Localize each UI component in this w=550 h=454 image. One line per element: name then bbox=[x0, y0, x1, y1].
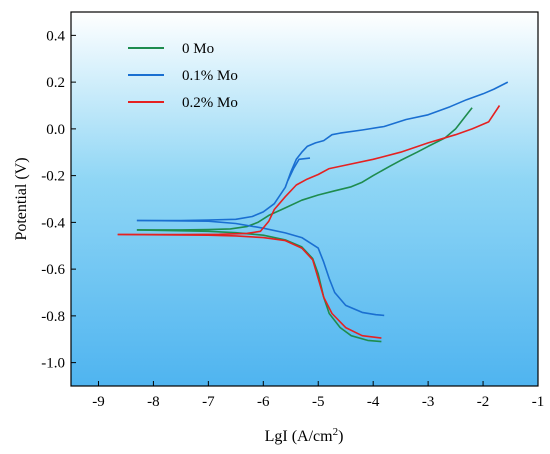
x-tick-label: -8 bbox=[147, 394, 160, 410]
x-tick-label: -6 bbox=[257, 394, 270, 410]
y-tick-label: -0.2 bbox=[41, 169, 65, 185]
x-tick-label: -3 bbox=[422, 394, 435, 410]
x-axis-title-superscript: 2 bbox=[333, 426, 339, 438]
x-axis-title: LgI (A/cm2) bbox=[265, 426, 344, 445]
series-line-2-branch-1 bbox=[117, 233, 382, 339]
y-tick-label: 0.2 bbox=[46, 75, 65, 91]
y-tick-label: -1.0 bbox=[41, 356, 65, 372]
y-tick-label: 0.0 bbox=[46, 122, 65, 138]
series-line-0-branch-0 bbox=[136, 107, 473, 231]
x-tick-label: -2 bbox=[477, 394, 490, 410]
legend-label-1: 0.1% Mo bbox=[182, 68, 238, 84]
x-tick-label: -9 bbox=[92, 394, 105, 410]
x-tick-label: -1 bbox=[532, 394, 545, 410]
y-axis: 0.4 0.2 0.0 -0.2 -0.4 -0.6 -0.8 -1.0 bbox=[41, 28, 76, 372]
plot-frame bbox=[70, 11, 539, 387]
legend-label-2: 0.2% Mo bbox=[182, 95, 238, 111]
y-tick-label: -0.6 bbox=[41, 262, 65, 278]
legend-label-0: 0 Mo bbox=[182, 41, 214, 57]
legend: 0 Mo 0.1% Mo 0.2% Mo bbox=[128, 41, 238, 111]
series-layer bbox=[117, 81, 509, 343]
x-tick-label: -5 bbox=[312, 394, 325, 410]
x-tick-label: -7 bbox=[202, 394, 215, 410]
series-line-1-branch-0 bbox=[136, 81, 509, 222]
y-tick-label: -0.8 bbox=[41, 309, 65, 325]
series-line-1-branch-2 bbox=[136, 219, 385, 317]
x-axis: -9 -8 -7 -6 -5 -4 -3 -2 -1 bbox=[92, 381, 544, 410]
y-tick-label: -0.4 bbox=[41, 215, 65, 231]
series-line-1-branch-1 bbox=[287, 157, 311, 181]
x-tick-label: -4 bbox=[367, 394, 380, 410]
y-axis-title: Potential (V) bbox=[13, 157, 30, 240]
series-line-2-branch-0 bbox=[117, 105, 501, 236]
y-tick-label: 0.4 bbox=[46, 28, 65, 44]
